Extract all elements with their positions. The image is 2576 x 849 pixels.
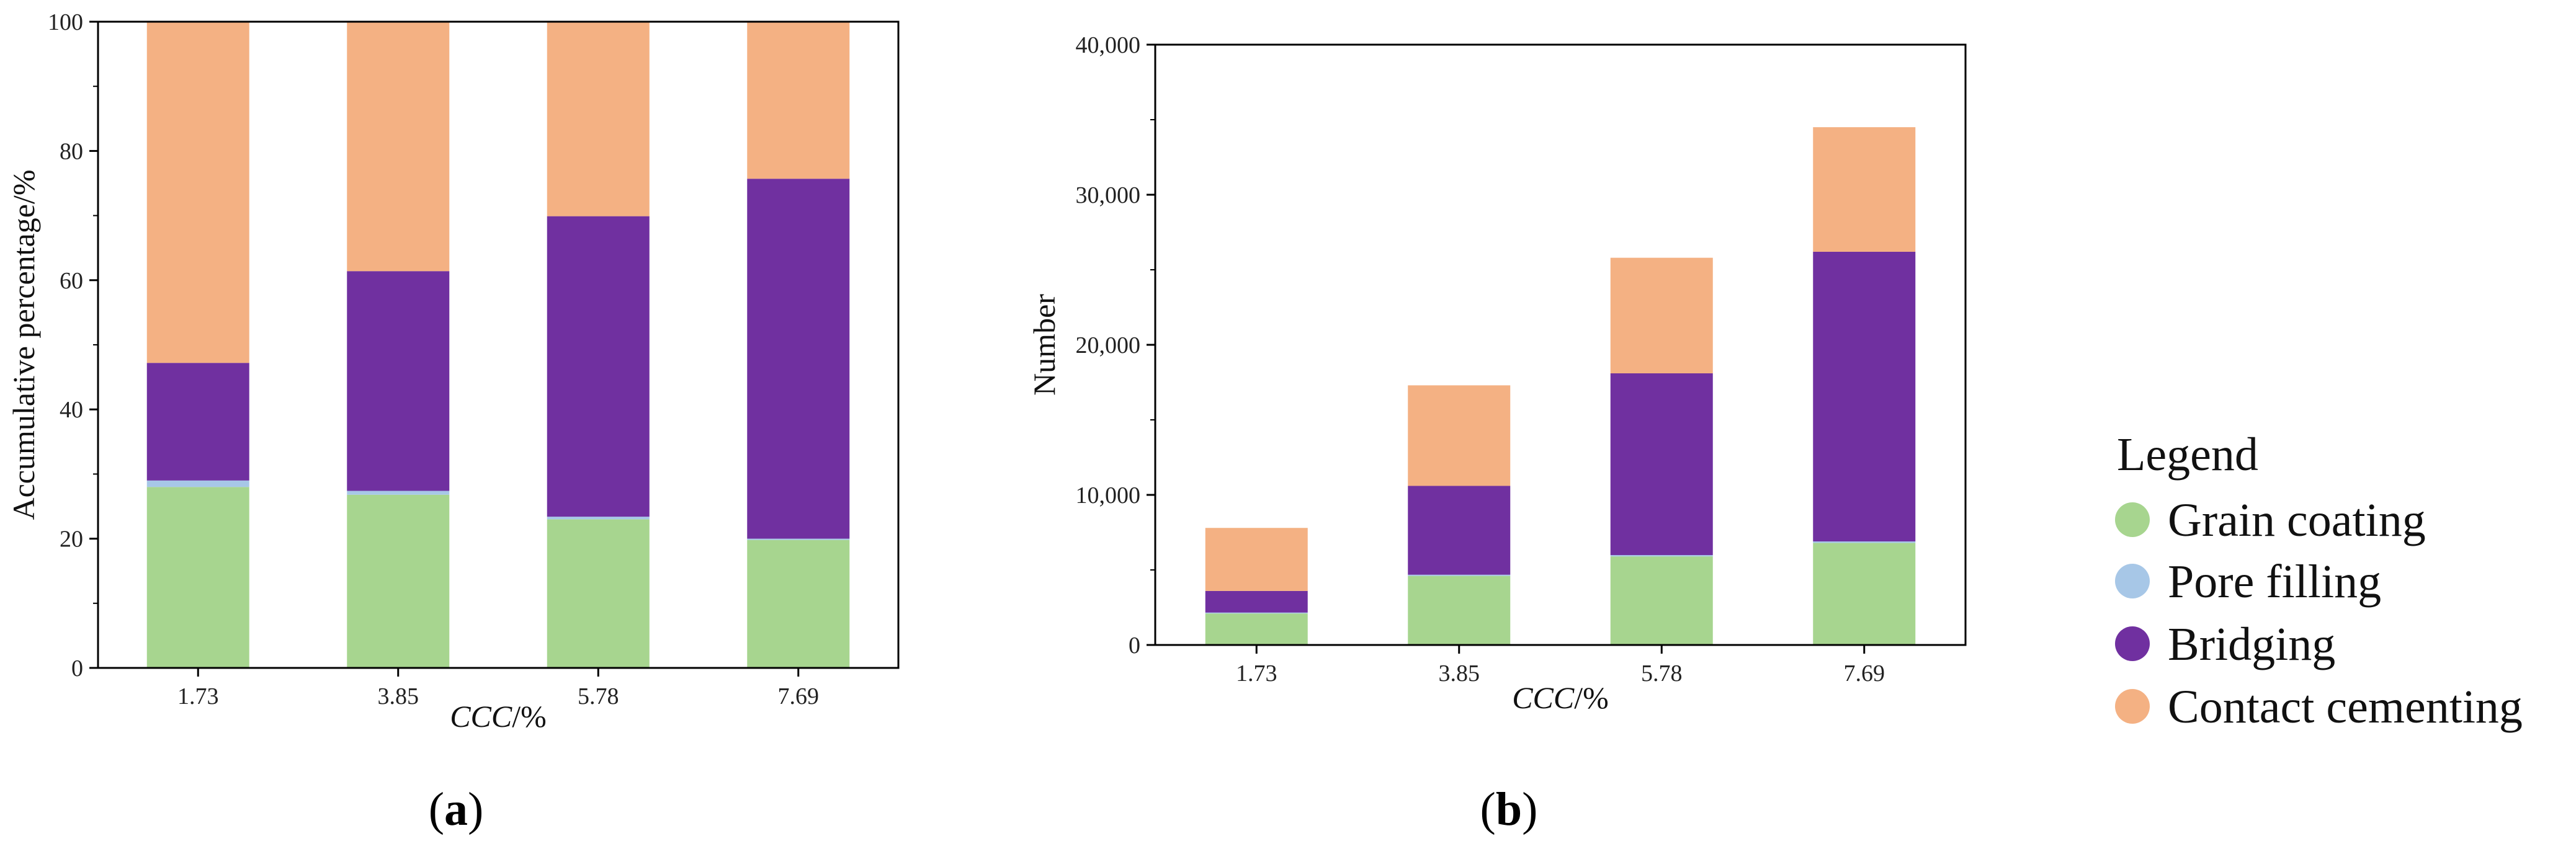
x-axis-label-b-unit: /%: [1574, 680, 1609, 715]
x-axis-label-a-italic: CCC: [450, 699, 512, 734]
bar-a-bridging-1-73: [146, 363, 249, 481]
legend-swatch-grain-coating: [2115, 502, 2150, 537]
bar-b-pore-filling-7-69: [1813, 541, 1916, 543]
legend-label-pore-filling: Pore filling: [2168, 556, 2381, 608]
x-axis-label-b-italic: CCC: [1512, 680, 1575, 715]
bar-a-contact-cementing-3-85: [347, 22, 450, 272]
y-tick-label-b-0: 0: [1129, 633, 1140, 659]
bar-a-grain-coating-7-69: [747, 540, 850, 668]
panel-label-b-letter: b: [1496, 783, 1522, 835]
y-tick-label-b-2: 20,000: [1076, 332, 1141, 358]
legend-title: Legend: [2117, 429, 2258, 481]
bars-group-b: [1205, 127, 1916, 645]
bar-b-grain-coating-3-85: [1408, 576, 1511, 645]
bar-b-bridging-7-69: [1813, 251, 1916, 542]
bars-group-a: [146, 22, 850, 668]
panel-label-b-close: ): [1522, 783, 1537, 835]
y-tick-label-b-4: 40,000: [1076, 32, 1141, 58]
bar-a-grain-coating-1-73: [146, 487, 249, 668]
x-axis-label-b: CCC/%: [1512, 680, 1609, 715]
y-axis-b: 0 10,000 20,000 30,000 40,000: [1076, 32, 1155, 659]
x-tick-label-a-2: 5.78: [578, 683, 619, 709]
x-tick-label-b-2: 5.78: [1641, 660, 1683, 687]
panel-label-a-close: ): [468, 783, 483, 835]
bar-b-contact-cementing-1-73: [1205, 528, 1308, 591]
y-tick-label-a-0: 0: [71, 656, 83, 682]
bar-a-grain-coating-5-78: [547, 519, 650, 668]
bar-b-grain-coating-5-78: [1610, 556, 1713, 645]
legend-swatch-pore-filling: [2115, 564, 2150, 598]
bar-b-pore-filling-5-78: [1610, 555, 1713, 557]
y-tick-label-a-2: 40: [60, 397, 83, 423]
panel-label-b: (b): [1480, 783, 1538, 835]
bar-b-bridging-5-78: [1610, 373, 1713, 556]
x-axis-label-a-unit: /%: [512, 699, 547, 734]
bar-b-grain-coating-7-69: [1813, 543, 1916, 645]
panel-label-b-open: (: [1480, 783, 1496, 835]
bar-a-pore-filling-3-85: [347, 491, 450, 495]
x-tick-label-a-3: 7.69: [778, 683, 820, 709]
bar-a-bridging-5-78: [547, 216, 650, 517]
bar-b-grain-coating-1-73: [1205, 613, 1308, 645]
y-axis-label-b: Number: [1027, 294, 1062, 396]
bar-b-contact-cementing-7-69: [1813, 127, 1916, 252]
x-tick-label-b-3: 7.69: [1844, 660, 1885, 687]
y-tick-label-a-3: 60: [60, 268, 83, 294]
x-tick-label-a-0: 1.73: [177, 683, 219, 709]
chart-panel-b: 0 10,000 20,000 30,000 40,000 1.73 3.85 5.78 7.…: [1027, 32, 1967, 835]
bar-a-pore-filling-7-69: [747, 538, 850, 540]
legend-label-bridging: Bridging: [2168, 618, 2335, 670]
bar-a-pore-filling-5-78: [547, 517, 650, 520]
panel-label-a-open: (: [429, 783, 444, 835]
bar-b-pore-filling-3-85: [1408, 574, 1511, 576]
panel-label-a-letter: a: [444, 783, 468, 835]
bar-a-contact-cementing-7-69: [747, 22, 850, 179]
y-tick-label-a-1: 20: [60, 527, 83, 553]
y-tick-label-b-3: 30,000: [1076, 182, 1141, 208]
legend-label-grain-coating: Grain coating: [2168, 494, 2426, 546]
bar-a-pore-filling-1-73: [146, 480, 249, 487]
y-tick-label-b-1: 10,000: [1076, 482, 1141, 509]
bar-b-bridging-3-85: [1408, 486, 1511, 575]
x-tick-label-b-0: 1.73: [1236, 660, 1277, 687]
y-tick-label-a-5: 100: [48, 9, 83, 35]
legend-items: Grain coating Pore filling Bridging Contact…: [2115, 494, 2523, 733]
legend-swatch-bridging: [2115, 626, 2150, 661]
x-axis-b: 1.73 3.85 5.78 7.69: [1236, 645, 1885, 687]
bar-b-contact-cementing-5-78: [1610, 257, 1713, 373]
x-axis-a: 1.73 3.85 5.78 7.69: [177, 668, 819, 709]
legend-swatch-contact-cementing: [2115, 689, 2150, 724]
y-axis-label-a: Accumulative percentage/%: [6, 170, 41, 520]
bar-a-contact-cementing-1-73: [146, 22, 249, 363]
bar-b-contact-cementing-3-85: [1408, 385, 1511, 486]
x-axis-label-a: CCC/%: [450, 699, 547, 734]
x-tick-label-a-1: 3.85: [378, 683, 419, 709]
chart-panel-a: 0 20 40 60 80 100 1.73 3.85 5.78 7.69 Accumulati…: [6, 9, 900, 835]
x-tick-label-b-1: 3.85: [1439, 660, 1480, 687]
y-tick-label-a-4: 80: [60, 138, 83, 164]
legend-label-contact-cementing: Contact cementing: [2168, 681, 2523, 733]
bar-a-bridging-7-69: [747, 179, 850, 539]
bar-a-bridging-3-85: [347, 271, 450, 491]
legend: Legend Grain coating Pore filling Bridging…: [2115, 429, 2523, 733]
bar-a-contact-cementing-5-78: [547, 22, 650, 216]
panel-label-a: (a): [429, 783, 484, 835]
y-axis-a: 0 20 40 60 80 100: [48, 9, 98, 682]
bar-b-bridging-1-73: [1205, 590, 1308, 613]
bar-a-grain-coating-3-85: [347, 494, 450, 668]
